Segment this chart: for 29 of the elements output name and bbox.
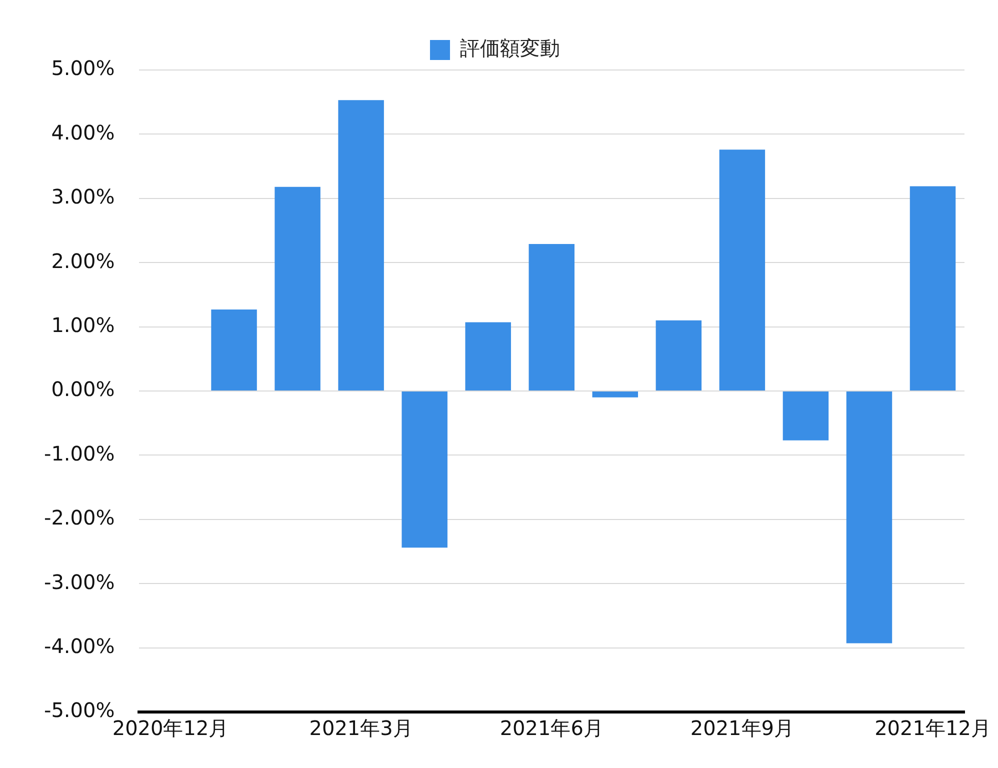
- bar: [528, 244, 574, 390]
- x-tick-label: 2020年12月: [112, 716, 229, 740]
- bar: [910, 186, 956, 390]
- legend-label: 評価額変動: [460, 36, 560, 60]
- y-tick-label: -4.00%: [44, 634, 115, 658]
- bar: [719, 150, 766, 390]
- y-tick-label: -2.00%: [44, 506, 115, 530]
- y-tick-label: -5.00%: [44, 698, 115, 722]
- y-tick-label: 3.00%: [51, 184, 115, 209]
- x-tick-label: 2021年9月: [690, 716, 794, 740]
- y-tick-label: -3.00%: [44, 570, 115, 594]
- y-tick-label: 0.00%: [51, 377, 115, 402]
- bar: [402, 392, 448, 548]
- x-tick-label: 2021年3月: [309, 716, 413, 740]
- bar: [274, 186, 320, 390]
- y-tick-label: 1.00%: [51, 313, 115, 338]
- y-tick-label: 2.00%: [51, 248, 115, 273]
- bar: [338, 100, 384, 390]
- y-tick-label: 5.00%: [51, 56, 115, 80]
- bar: [846, 392, 892, 644]
- bar: [592, 392, 638, 398]
- bar: [782, 392, 829, 440]
- y-tick-label: 4.00%: [51, 120, 115, 144]
- x-tick-label: 2021年6月: [500, 716, 604, 740]
- bar: [465, 322, 511, 390]
- bar: [656, 320, 702, 390]
- y-tick-label: -1.00%: [44, 441, 115, 466]
- x-tick-label: 2021年12月: [874, 716, 991, 740]
- bar: [211, 309, 257, 390]
